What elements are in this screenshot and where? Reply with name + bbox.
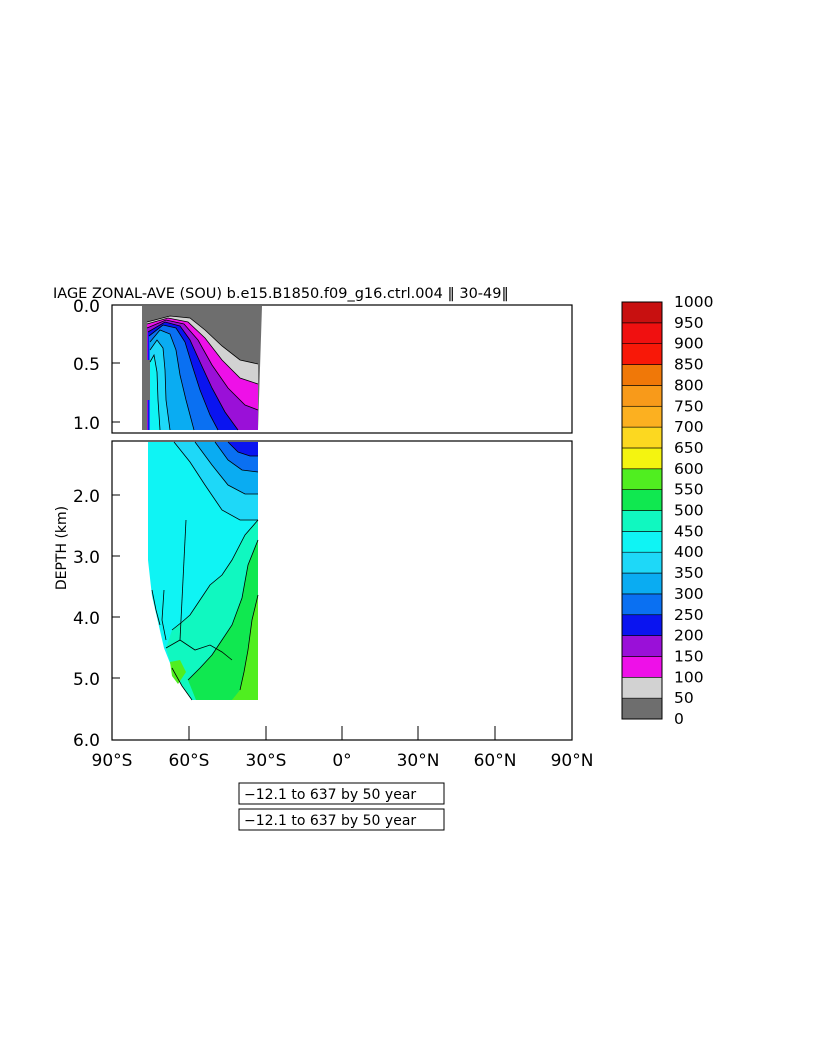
- colorbar-swatch: [621, 405, 663, 428]
- top-contour-lines: [146, 315, 259, 431]
- x-tick-label: 0°: [332, 751, 351, 771]
- y-tick-label: 0.0: [73, 297, 100, 317]
- colorbar-label: 750: [674, 397, 704, 415]
- y-axis-label: DEPTH (km): [54, 506, 70, 590]
- colorbar-swatch: [621, 364, 663, 386]
- info-box-frame: [238, 808, 445, 831]
- colorbar-label: 50: [674, 689, 694, 707]
- shelf-gray: [142, 360, 150, 430]
- colorbar-swatch: [621, 656, 663, 678]
- colorbar-swatch: [621, 551, 663, 574]
- info-box-frame: [238, 782, 445, 805]
- y-tick-label: 0.5: [73, 355, 100, 375]
- colorbar-label: 250: [674, 606, 704, 624]
- colorbar-label: 550: [674, 481, 704, 499]
- x-tick-label: 60°S: [169, 751, 210, 771]
- chart-title: IAGE ZONAL-AVE (SOU) b.e15.B1850.f09_g16…: [53, 286, 509, 302]
- colorbar-swatch: [621, 635, 663, 657]
- x-tick-label: 30°S: [246, 751, 287, 771]
- field-550-600-floor: [170, 660, 186, 684]
- y-tick-label: 4.0: [73, 609, 100, 629]
- colorbar-label: 100: [674, 668, 704, 686]
- y-tick-label: 1.0: [73, 414, 100, 434]
- bottom-contour-lines: [151, 441, 259, 701]
- colorbar-swatch: [621, 614, 663, 636]
- colorbar-swatches: [621, 301, 663, 720]
- info-box-text: −12.1 to 637 by 50 year: [244, 787, 416, 803]
- y-tick-label: 6.0: [73, 731, 100, 751]
- y-tick-label: 3.0: [73, 548, 100, 568]
- colorbar-label: 700: [674, 418, 704, 436]
- colorbar-label: 600: [674, 460, 704, 478]
- info-box-2: −12.1 to 637 by 50 year: [238, 808, 445, 831]
- field-400-450: [150, 355, 160, 430]
- colorbar-swatch: [621, 697, 663, 720]
- colorbar-swatch: [621, 510, 663, 532]
- colorbar-label: 1000: [674, 293, 713, 311]
- x-tick-label: 90°N: [551, 751, 594, 771]
- colorbar-swatch: [621, 301, 663, 324]
- colorbar-label: 150: [674, 647, 704, 665]
- colorbar-label: 500: [674, 502, 704, 520]
- colorbar-swatch: [621, 531, 663, 553]
- colorbar-label: 900: [674, 335, 704, 353]
- colorbar-swatch: [621, 489, 663, 511]
- y-tick-labels: 0.0 0.5 1.0 2.0 3.0 4.0 5.0 6.0: [73, 297, 100, 751]
- top-panel-frame: [111, 304, 573, 434]
- colorbar-label: 200: [674, 627, 704, 645]
- colorbar-swatch: [621, 385, 663, 407]
- field-500-550-deep: [188, 540, 258, 700]
- x-tick-label: 30°N: [397, 751, 440, 771]
- colorbar-label: 350: [674, 564, 704, 582]
- colorbar-label: 950: [674, 314, 704, 332]
- info-box-text: −12.1 to 637 by 50 year: [244, 813, 416, 829]
- colorbar-label: 850: [674, 356, 704, 374]
- info-box-1: −12.1 to 637 by 50 year: [238, 782, 445, 805]
- colorbar-label: 800: [674, 376, 704, 394]
- colorbar-swatch: [621, 322, 663, 345]
- colorbar-swatch: [621, 426, 663, 449]
- colorbar-label: 450: [674, 522, 704, 540]
- y-tick-label: 2.0: [73, 487, 100, 507]
- x-tick-label: 60°N: [474, 751, 517, 771]
- colorbar-labels: 0 50 100 150 200 250 300 350 400 450 500 550 600 650 7…: [674, 293, 713, 728]
- colorbar-label: 300: [674, 585, 704, 603]
- bottom-panel: [111, 440, 573, 741]
- top-panel: [111, 304, 573, 434]
- field-200-250-deep: [228, 442, 258, 456]
- colorbar-frame: [621, 301, 663, 720]
- colorbar-swatch: [621, 676, 663, 699]
- colorbar-swatch: [621, 468, 663, 490]
- x-tick-label: 90°S: [92, 751, 133, 771]
- x-tick-labels: 90°S 60°S 30°S 0° 30°N 60°N 90°N: [92, 751, 594, 771]
- colorbar: 0 50 100 150 200 250 300 350 400 450 500 550 600 650 7…: [621, 293, 713, 728]
- colorbar-swatch: [621, 343, 663, 365]
- field-550-600-deep: [232, 595, 258, 700]
- y-tick-label: 5.0: [73, 670, 100, 690]
- colorbar-label: 400: [674, 543, 704, 561]
- x-axis: [111, 726, 573, 740]
- colorbar-label: 0: [674, 710, 684, 728]
- y-axis: [112, 304, 120, 679]
- colorbar-swatch: [621, 593, 663, 616]
- colorbar-label: 650: [674, 439, 704, 457]
- colorbar-swatch: [621, 447, 663, 470]
- colorbar-swatch: [621, 572, 663, 595]
